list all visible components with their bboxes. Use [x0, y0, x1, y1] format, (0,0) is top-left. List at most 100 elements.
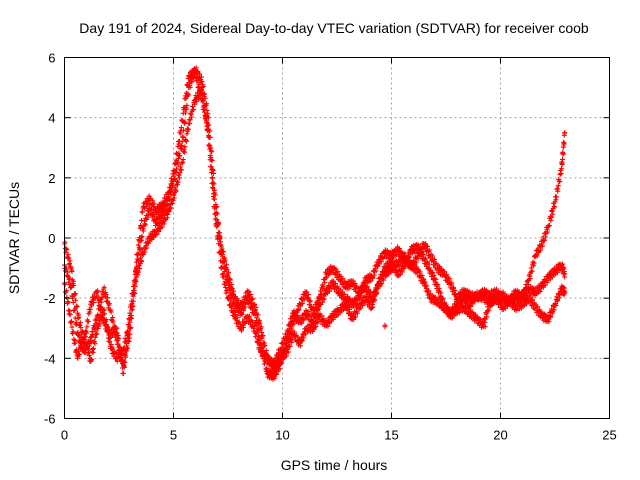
data-point — [173, 157, 179, 163]
data-point — [92, 341, 98, 347]
data-point — [174, 166, 180, 172]
data-point — [199, 79, 205, 85]
data-point — [224, 267, 230, 273]
data-point — [130, 298, 136, 304]
data-point — [78, 325, 84, 331]
data-point — [553, 303, 559, 308]
data-point — [555, 188, 561, 194]
data-point — [189, 114, 195, 120]
data-point — [247, 313, 252, 319]
data-point — [76, 352, 82, 358]
data-point — [213, 210, 219, 216]
data-point — [67, 258, 73, 264]
data-point — [175, 151, 180, 157]
chart-title: Day 191 of 2024, Sidereal Day-to-day VTE… — [79, 20, 589, 36]
series-track-a — [62, 65, 568, 382]
data-point — [151, 201, 157, 207]
data-point — [123, 354, 129, 360]
data-point — [137, 266, 143, 272]
data-point — [442, 269, 448, 275]
data-point — [239, 306, 244, 312]
data-point — [341, 292, 347, 297]
data-point — [257, 342, 263, 348]
data-point — [177, 170, 183, 176]
data-point — [183, 90, 189, 96]
data-point — [262, 342, 268, 348]
x-axis-label: GPS time / hours — [281, 457, 388, 473]
data-point — [125, 345, 131, 351]
data-point — [557, 179, 563, 185]
data-point — [527, 276, 533, 282]
data-point — [205, 127, 211, 133]
y-tick-label: 2 — [48, 171, 55, 186]
data-point — [135, 242, 141, 248]
data-point — [133, 259, 139, 265]
data-point — [282, 340, 287, 346]
data-point — [79, 340, 85, 346]
data-point — [222, 257, 228, 263]
data-point — [435, 281, 441, 287]
data-point — [72, 307, 78, 313]
data-point — [90, 332, 96, 338]
data-point — [67, 275, 73, 281]
data-point — [180, 118, 186, 124]
data-point — [361, 285, 367, 291]
data-point — [377, 280, 383, 286]
data-point — [236, 297, 242, 303]
data-point — [99, 295, 105, 301]
data-point — [304, 289, 310, 295]
data-point — [183, 95, 189, 101]
data-point — [196, 81, 202, 87]
data-point — [185, 126, 191, 132]
data-point — [552, 204, 557, 210]
data-point — [335, 269, 341, 275]
data-point — [382, 324, 388, 330]
data-point — [415, 256, 421, 261]
data-point — [110, 315, 116, 321]
data-point — [246, 301, 252, 307]
data-point — [102, 311, 108, 317]
data-point — [103, 317, 109, 322]
data-point — [210, 180, 216, 186]
data-point — [194, 98, 200, 104]
data-point — [156, 228, 162, 234]
data-point — [196, 96, 202, 101]
data-point — [117, 344, 123, 350]
data-point — [370, 304, 376, 310]
data-point — [105, 295, 110, 301]
data-point — [258, 324, 264, 330]
data-point — [222, 279, 228, 285]
data-point — [127, 319, 133, 325]
data-point — [72, 315, 78, 321]
data-point — [534, 253, 540, 259]
data-point — [139, 233, 145, 239]
data-point — [198, 74, 204, 80]
data-point — [178, 125, 184, 131]
data-point — [166, 190, 172, 196]
data-point — [178, 167, 184, 173]
data-point — [287, 343, 293, 349]
data-point — [201, 104, 207, 110]
data-point — [555, 183, 561, 189]
data-point — [189, 78, 195, 84]
data-point — [352, 281, 358, 286]
y-tick-label: 4 — [48, 111, 55, 126]
data-point — [182, 149, 188, 155]
data-point — [114, 358, 120, 364]
data-point — [234, 315, 240, 321]
data-point — [530, 297, 536, 303]
data-point — [548, 214, 554, 220]
data-point — [162, 200, 168, 206]
data-point — [70, 294, 76, 299]
data-point — [424, 283, 430, 289]
data-point — [560, 156, 565, 162]
data-point — [425, 244, 430, 249]
data-point — [221, 274, 227, 280]
data-point — [77, 320, 83, 326]
data-point — [130, 304, 136, 310]
data-point — [185, 83, 191, 89]
data-point — [276, 352, 282, 358]
data-point — [553, 194, 559, 200]
data-point — [128, 316, 134, 322]
data-point — [305, 292, 311, 298]
